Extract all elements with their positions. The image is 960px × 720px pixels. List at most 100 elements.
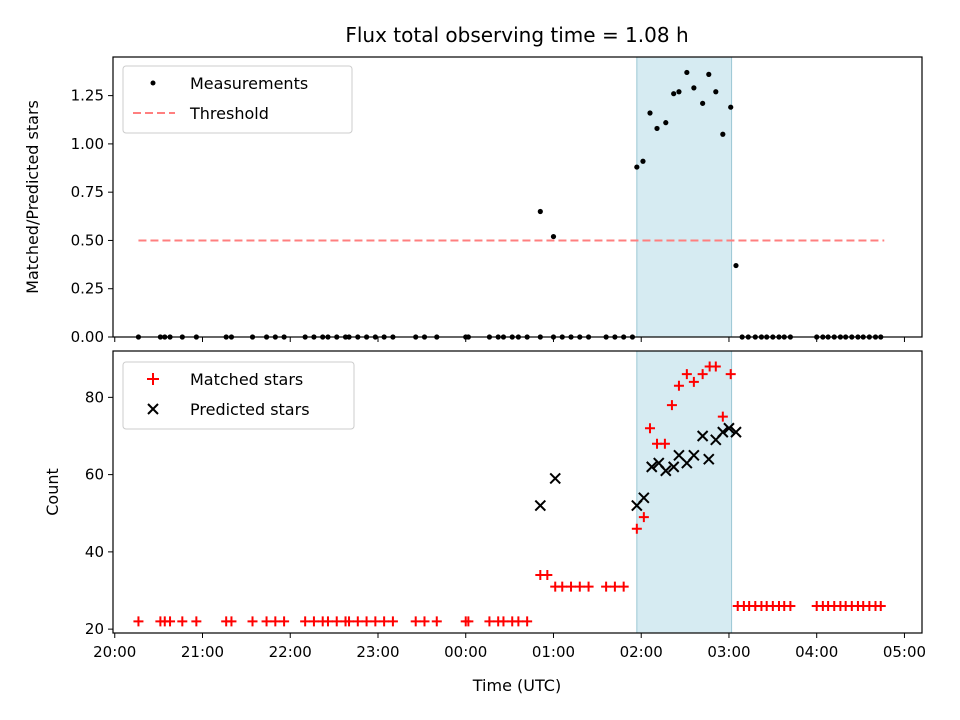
predicted-star-point [646,461,658,473]
predicted-star-point [717,426,729,438]
matched-star-point [133,616,144,627]
x-tick-label: 05:00 [883,643,926,661]
x-tick-label: 01:00 [532,643,575,661]
measurement-point [676,89,682,95]
top-panel: 0.00 0.25 0.50 0.75 1.00 1.25 Matched/Predict… [23,56,923,346]
top-y-tick-label: 1.25 [71,87,104,105]
predicted-star-point [660,465,672,477]
legend-threshold-label: Threshold [189,104,269,123]
legend-matched-marker [147,373,159,385]
measurement-point [537,208,543,215]
top-plot-frame [112,56,923,338]
x-tick-label: 02:00 [620,643,663,661]
measurement-point [654,125,660,132]
matched-star-point [681,369,692,380]
measurement-point [550,233,557,240]
matched-star-point [177,616,188,627]
measurement-point [728,104,734,110]
predicted-star-point [638,492,650,504]
matched-star-point [484,616,495,627]
measurement-point [684,69,690,76]
matched-star-point [322,616,333,627]
matched-star-point [279,616,290,627]
legend-matched-label: Matched stars [190,370,303,389]
measurement-point [640,158,646,164]
legend-measurements-label: Measurements [190,74,308,93]
predicted-star-point [549,472,561,485]
top-y-tick-label: 0.00 [71,328,104,346]
top-shaded-interval [636,56,733,338]
matched-star-point [387,616,398,627]
top-legend: Measurements Threshold [122,65,353,134]
x-tick-label: 03:00 [707,643,750,661]
matched-star-point [379,616,390,627]
measurement-point [700,100,706,106]
x-axis-label: Time (UTC) [472,676,561,695]
matched-star-point [247,616,258,627]
matched-star-point [165,616,176,627]
matched-star-point [361,616,372,627]
matched-star-point [618,581,629,592]
legend-predicted-marker [147,403,159,415]
matched-star-point [191,616,202,627]
top-y-tick-label: 0.75 [71,183,104,201]
predicted-star-point [723,422,735,434]
measurement-point [671,91,677,97]
measurement-point [691,85,697,91]
top-legend-box [122,65,353,134]
x-tick-label: 21:00 [181,643,224,661]
measurement-point [713,89,719,95]
bottom-legend: Matched stars Predicted stars [122,361,355,430]
x-tick-label: 00:00 [444,643,487,661]
matched-star-point [688,376,699,387]
bottom-panel: 20 40 60 80 20:00 21:00 22:00 23:00 00:00 01:00 0… [43,350,926,661]
predicted-star-point [534,499,547,512]
matched-star-point [583,581,594,592]
matched-star-point [261,616,272,627]
predicted-star-point [688,449,700,462]
top-y-tick-label: 0.25 [71,280,104,298]
predicted-star-point [730,426,742,438]
matched-star-point [725,369,736,380]
chart-title: Flux total observing time = 1.08 h [345,23,688,47]
legend-measurements-marker [150,80,156,86]
matched-star-point [631,523,642,534]
top-y-axis-label: Matched/Predicted stars [23,100,42,294]
matched-star-point [352,616,363,627]
x-tick-label: 22:00 [269,643,312,661]
bottom-shaded-interval [636,350,733,634]
bottom-plot-frame [112,350,923,634]
matched-star-point [410,616,421,627]
matched-star-point [717,411,728,422]
matched-star-point [609,581,620,592]
matched-star-point [308,616,319,627]
bottom-y-tick-label: 40 [85,543,104,561]
matched-star-point [522,616,533,627]
bottom-legend-box [122,361,355,430]
legend-predicted-label: Predicted stars [190,400,310,419]
measurement-point [706,71,712,77]
matched-star-point [270,616,281,627]
matched-star-point [697,369,708,380]
bottom-y-axis-label: Count [43,468,62,516]
matched-star-point [463,616,474,627]
predicted-star-point [667,461,680,473]
matched-star-point [666,400,677,411]
measurement-point [720,131,726,137]
matched-star-point [226,616,237,627]
matched-star-point [370,616,381,627]
predicted-star-point [696,430,709,442]
predicted-star-point [703,453,715,465]
matched-star-point [875,600,886,611]
matched-star-point [601,581,612,592]
matched-star-point [638,512,649,523]
matched-star-point [498,616,509,627]
matched-star-point [419,616,430,627]
matched-star-point [710,361,721,372]
measurement-point [647,110,653,116]
x-tick-label: 04:00 [795,643,838,661]
top-y-tick-label: 1.00 [71,135,104,153]
matched-star-point [331,616,342,627]
matched-star-point [300,616,311,627]
